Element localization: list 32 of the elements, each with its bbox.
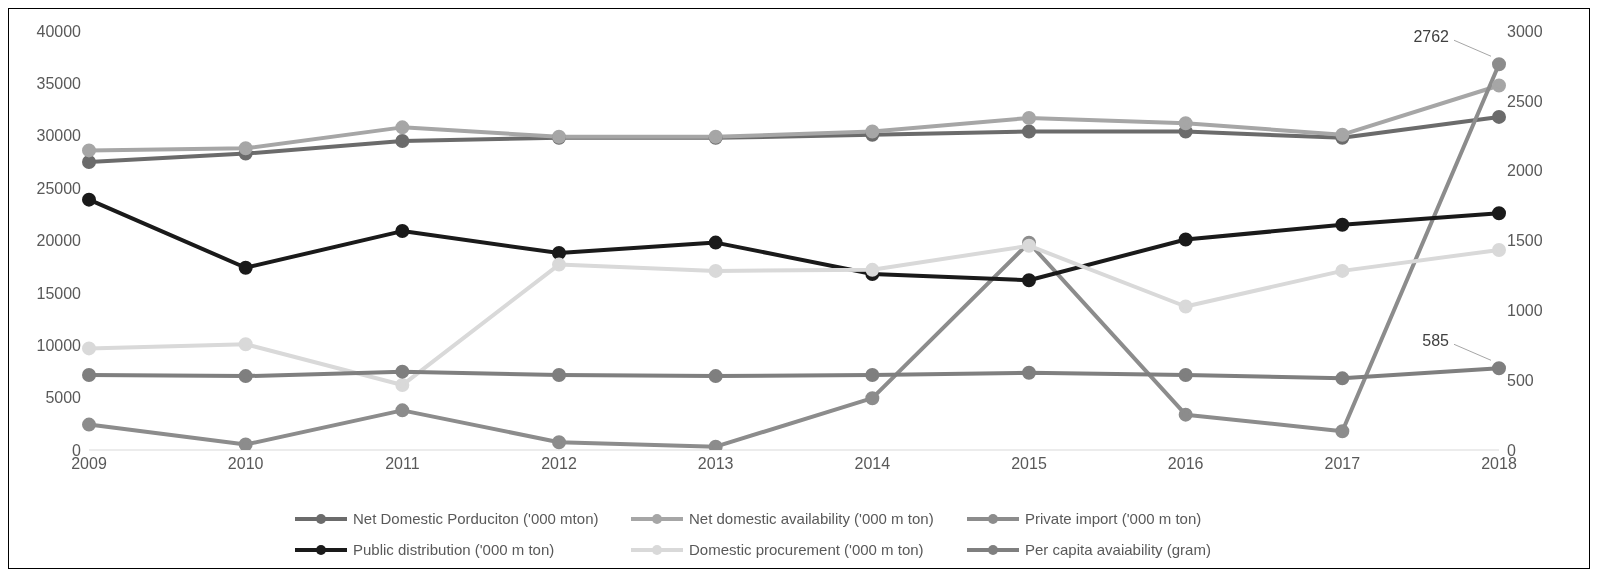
x-tick-label: 2014 <box>854 455 891 473</box>
x-tick-label: 2009 <box>71 455 107 473</box>
y-tick-label: 15000 <box>36 284 82 302</box>
x-tick-label: 2013 <box>697 455 734 473</box>
x-tick-label: 2016 <box>1167 455 1204 473</box>
y-tick-label: 40000 <box>36 22 82 40</box>
legend-label: Private import ('000 m ton) <box>1025 510 1202 527</box>
x-tick-label: 2010 <box>227 455 264 473</box>
y-tick-label: 30000 <box>36 127 82 145</box>
y-tick-label: 25000 <box>36 179 82 197</box>
data-label: 585 <box>1422 332 1450 350</box>
data-label: 2762 <box>1413 28 1450 46</box>
y2-tick-label: 1000 <box>1507 302 1543 320</box>
x-tick-label: 2012 <box>541 455 577 473</box>
y2-tick-label: 1500 <box>1507 232 1543 250</box>
y2-tick-label: 2000 <box>1507 162 1543 180</box>
y2-tick-label: 3000 <box>1507 22 1543 40</box>
legend-label: Public distribution ('000 m ton) <box>353 541 555 558</box>
legend-label: Domestic procurement ('000 m ton) <box>689 541 924 558</box>
y2-tick-label: 2500 <box>1507 92 1543 110</box>
y-tick-label: 10000 <box>36 336 82 354</box>
x-tick-label: 2017 <box>1324 455 1361 473</box>
legend-label: Net Domestic Porduciton ('000 mton) <box>353 510 599 527</box>
y-tick-label: 35000 <box>36 75 82 93</box>
legend-label: Per capita avaiability (gram) <box>1025 541 1211 558</box>
x-tick-label: 2018 <box>1481 455 1517 473</box>
y2-tick-label: 500 <box>1507 371 1534 389</box>
legend-label: Net domestic availability ('000 m ton) <box>689 510 934 527</box>
y-tick-label: 20000 <box>36 232 82 250</box>
y-tick-label: 5000 <box>45 389 82 407</box>
x-tick-label: 2011 <box>385 455 420 473</box>
x-tick-label: 2015 <box>1011 455 1047 473</box>
